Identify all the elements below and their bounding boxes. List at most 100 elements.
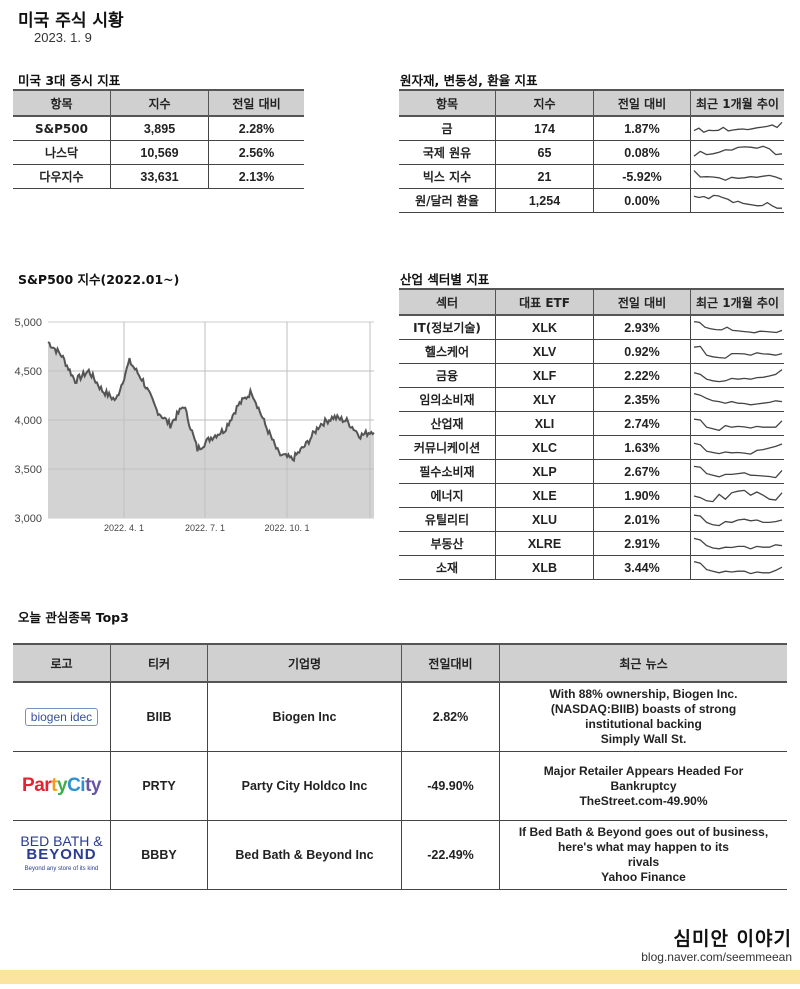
blog-url[interactable]: blog.naver.com/seemmeean (641, 950, 792, 964)
sector-etf: XLE (495, 483, 594, 508)
sparkline-chart (693, 465, 782, 478)
news-line: Yahoo Finance (601, 870, 686, 884)
chart-title: S&P500 지수(2022.01~) (18, 272, 180, 287)
sparkline-chart (693, 320, 782, 333)
sector-name: 에너지 (399, 483, 496, 508)
trend-cell (690, 555, 784, 580)
sparkline-chart (693, 121, 782, 133)
table-row: 부동산 XLRE 2.91% (399, 531, 784, 556)
sparkline-chart (693, 368, 782, 382)
sparkline-chart (693, 537, 782, 549)
table-row: 금융 XLF 2.22% (399, 363, 784, 388)
sector-change: 2.22% (593, 363, 691, 388)
table-row: 커뮤니케이션 XLC 1.63% (399, 435, 784, 460)
table-row: IT(정보기술) XLK 2.93% (399, 315, 784, 340)
sector-name: 필수소비재 (399, 459, 496, 484)
item-change: 0.08% (593, 140, 691, 165)
sector-change: 2.74% (593, 411, 691, 436)
trend-cell (690, 387, 784, 412)
item-name: 빅스 지수 (399, 164, 496, 189)
sector-etf: XLRE (495, 531, 594, 556)
news-cell[interactable]: With 88% ownership, Biogen Inc. (NASDAQ:B… (499, 682, 787, 752)
sector-name: 유틸리티 (399, 507, 496, 532)
item-name: 원/달러 환율 (399, 188, 496, 213)
col-header: 항목 (13, 89, 111, 117)
col-header: 최근 1개월 추이 (690, 288, 784, 316)
sector-name: 부동산 (399, 531, 496, 556)
company-logo: PartyCity (13, 751, 111, 821)
index-name: 다우지수 (13, 164, 111, 189)
sector-change: 2.93% (593, 315, 691, 340)
news-line: Major Retailer Appears Headed For (543, 763, 744, 778)
item-value: 65 (495, 140, 594, 165)
top3-table: 로고 티커 기업명 전일대비 최근 뉴스 biogen idec BIIB Biog… (13, 643, 787, 890)
trend-cell (690, 116, 784, 141)
company-change: -49.90% (401, 751, 500, 821)
news-line: TheStreet.com-49.90% (579, 793, 708, 808)
trend-cell (690, 507, 784, 532)
indices-title: 미국 3대 증시 지표 (18, 73, 121, 88)
news-cell[interactable]: If Bed Bath & Beyond goes out of busines… (499, 820, 787, 890)
sp500-area-chart: 5,000 4,500 4,000 3,500 3,000 2022. 4. 1 2022.… (14, 317, 375, 533)
trend-cell (690, 339, 784, 364)
table-row: 필수소비재 XLP 2.67% (399, 459, 784, 484)
index-change: 2.56% (208, 140, 304, 165)
news-line: If Bed Bath & Beyond goes out of busines… (518, 825, 769, 839)
sector-change: 2.67% (593, 459, 691, 484)
col-header: 로고 (13, 643, 111, 683)
y-tick-label: 3,500 (14, 464, 42, 476)
sectors-title: 산업 섹터별 지표 (400, 272, 490, 287)
sector-etf: XLU (495, 507, 594, 532)
company-logo: BED BATH & BEYOND Beyond any store of its … (13, 820, 111, 890)
item-change: -5.92% (593, 164, 691, 189)
sector-etf: XLY (495, 387, 594, 412)
table-row: 원/달러 환율 1,254 0.00% (399, 188, 784, 213)
trend-cell (690, 164, 784, 189)
table-row: 헬스케어 XLV 0.92% (399, 339, 784, 364)
sparkline-chart (693, 145, 782, 157)
item-change: 0.00% (593, 188, 691, 213)
news-line: Bankruptcy (610, 778, 677, 793)
trend-cell (690, 435, 784, 460)
sector-change: 3.44% (593, 555, 691, 580)
index-value: 10,569 (110, 140, 209, 165)
news-cell[interactable]: Major Retailer Appears Headed For Bankrup… (499, 751, 787, 821)
news-line: institutional backing (585, 717, 702, 731)
y-tick-label: 4,500 (14, 366, 42, 378)
trend-cell (690, 459, 784, 484)
trend-cell (690, 315, 784, 340)
index-value: 3,895 (110, 116, 209, 141)
sector-etf: XLV (495, 339, 594, 364)
col-header: 티커 (110, 643, 208, 683)
item-value: 21 (495, 164, 594, 189)
news-line: Simply Wall St. (600, 732, 687, 746)
news-line: (NASDAQ:BIIB) boasts of strong (550, 702, 737, 716)
trend-cell (690, 188, 784, 213)
news-line: rivals (627, 855, 660, 869)
trend-cell (690, 363, 784, 388)
col-header: 지수 (110, 89, 209, 117)
table-row: 국제 원유 65 0.08% (399, 140, 784, 165)
commodities-table: 항목 지수 전일 대비 최근 1개월 추이 금 174 1.87% 국제 원유 65 0.… (399, 89, 784, 213)
indices-table: 항목 지수 전일 대비 S&P500 3,895 2.28% 나스닥 10,569 2.5… (13, 89, 304, 189)
sector-name: 산업재 (399, 411, 496, 436)
item-name: 금 (399, 116, 496, 141)
index-name: 나스닥 (13, 140, 111, 165)
table-row: 유틸리티 XLU 2.01% (399, 507, 784, 532)
sparkline-chart (693, 514, 782, 526)
report-date: 2023. 1. 9 (34, 30, 92, 45)
blog-brand: 심미안 이야기 (673, 928, 792, 950)
y-tick-label: 4,000 (14, 415, 42, 427)
company-name: Party City Holdco Inc (207, 751, 402, 821)
table-row: biogen idec BIIB Biogen Inc 2.82% With 88% o… (13, 682, 787, 752)
partycity-logo: PartyCity (22, 775, 101, 796)
table-row: 소재 XLB 3.44% (399, 555, 784, 580)
sector-etf: XLP (495, 459, 594, 484)
sparkline-chart (693, 442, 782, 455)
col-header: 최근 1개월 추이 (690, 89, 784, 117)
col-header: 전일대비 (401, 643, 500, 683)
col-header: 대표 ETF (495, 288, 594, 316)
col-header: 최근 뉴스 (499, 643, 787, 683)
item-change: 1.87% (593, 116, 691, 141)
table-row: 에너지 XLE 1.90% (399, 483, 784, 508)
